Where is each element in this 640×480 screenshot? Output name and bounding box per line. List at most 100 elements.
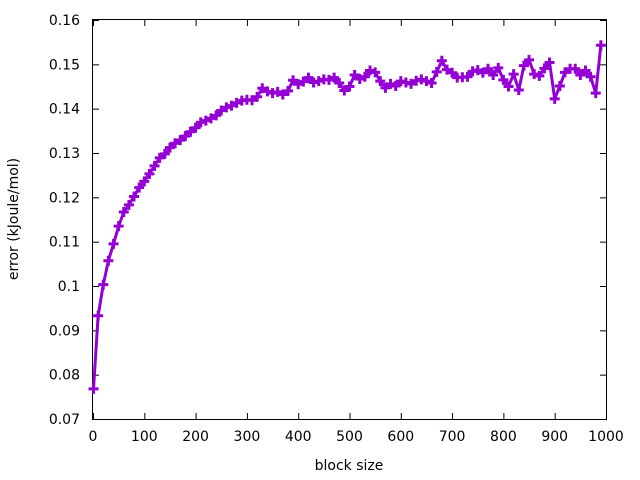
data-point — [190, 122, 201, 133]
tick-labels: 0 100 200 300 400 500 600 700 800 900 1000 0.07 0.08… — [49, 13, 624, 445]
data-point — [518, 60, 529, 71]
data-point — [436, 55, 447, 66]
data-point — [123, 199, 134, 210]
data-point — [431, 66, 442, 77]
data-point — [508, 69, 519, 80]
data-point — [113, 221, 124, 232]
data-point — [329, 72, 340, 83]
data-point — [323, 74, 334, 85]
data-point — [154, 152, 165, 163]
data-point — [293, 79, 304, 90]
data-point — [590, 88, 601, 99]
data-point — [559, 67, 570, 78]
data-point — [164, 142, 175, 153]
data-point — [339, 85, 350, 96]
data-point — [462, 71, 473, 82]
data-point — [88, 383, 99, 394]
data-point — [170, 138, 181, 149]
data-point — [118, 206, 129, 217]
y-tick-label: 0.12 — [49, 190, 80, 206]
data-point — [195, 117, 206, 128]
data-point — [159, 148, 170, 159]
data-point — [93, 310, 104, 321]
data-point — [221, 102, 232, 113]
y-tick-label: 0.16 — [49, 13, 80, 29]
y-tick-label: 0.15 — [49, 57, 80, 73]
data-point — [98, 279, 109, 290]
data-point — [108, 238, 119, 249]
data-point — [513, 85, 524, 96]
ticks — [93, 20, 607, 420]
x-tick-label: 900 — [541, 429, 568, 445]
data-point — [585, 71, 596, 82]
data-point — [349, 69, 360, 80]
data-point — [303, 72, 314, 83]
data-point — [390, 81, 401, 92]
data-point — [503, 81, 514, 92]
data-point — [149, 160, 160, 171]
data-point — [493, 62, 504, 73]
data-point — [575, 69, 586, 80]
data-point — [139, 176, 150, 187]
data-point — [472, 65, 483, 76]
data-point — [421, 76, 432, 87]
data-point — [554, 81, 565, 92]
data-point — [205, 113, 216, 124]
data-point — [580, 65, 591, 76]
data-point — [370, 67, 381, 78]
data-point — [277, 89, 288, 100]
data-point — [375, 76, 386, 87]
data-point — [175, 135, 186, 146]
data-point — [483, 63, 494, 74]
data-point — [252, 91, 263, 102]
data-point — [134, 182, 145, 193]
data-point — [544, 57, 555, 68]
data-point — [257, 83, 268, 94]
data-point — [344, 81, 355, 92]
x-tick-label: 400 — [285, 429, 312, 445]
series-line — [92, 45, 603, 389]
x-tick-label: 0 — [89, 429, 98, 445]
x-tick-label: 600 — [387, 429, 414, 445]
data-point — [380, 82, 391, 93]
y-tick-label: 0.14 — [49, 102, 80, 118]
data-point — [447, 67, 458, 78]
data-point — [488, 69, 499, 80]
data-point — [262, 86, 273, 97]
data-point — [498, 74, 509, 85]
data-point — [354, 73, 365, 84]
data-point — [441, 64, 452, 75]
y-tick-label: 0.11 — [49, 235, 80, 251]
data-point — [180, 131, 191, 142]
data-point — [359, 71, 370, 82]
y-tick-label: 0.09 — [49, 323, 80, 339]
data-point — [529, 69, 540, 80]
y-axis-label: error (kJoule/mol) — [6, 158, 22, 280]
data-point — [595, 40, 606, 51]
x-tick-label: 700 — [439, 429, 466, 445]
x-tick-label: 100 — [131, 429, 158, 445]
plot-frame — [92, 19, 607, 420]
data-point — [247, 95, 258, 106]
data-point — [298, 76, 309, 87]
data-point — [334, 77, 345, 88]
data-point — [185, 126, 196, 137]
data-point — [103, 255, 114, 266]
x-tick-label: 300 — [234, 429, 261, 445]
data-point — [406, 78, 417, 89]
y-tick-label: 0.08 — [49, 368, 80, 384]
y-tick-label: 0.1 — [58, 279, 80, 295]
data-point — [385, 78, 396, 89]
data-point — [216, 105, 227, 116]
x-tick-label: 500 — [336, 429, 363, 445]
data-point — [272, 86, 283, 97]
data-point — [231, 97, 242, 108]
data-point — [313, 76, 324, 87]
data-point — [129, 191, 140, 202]
series-layer — [88, 40, 606, 394]
data-point — [226, 100, 237, 111]
x-axis-label: block size — [315, 458, 384, 474]
data-point — [539, 63, 550, 74]
y-tick-label: 0.13 — [49, 146, 80, 162]
